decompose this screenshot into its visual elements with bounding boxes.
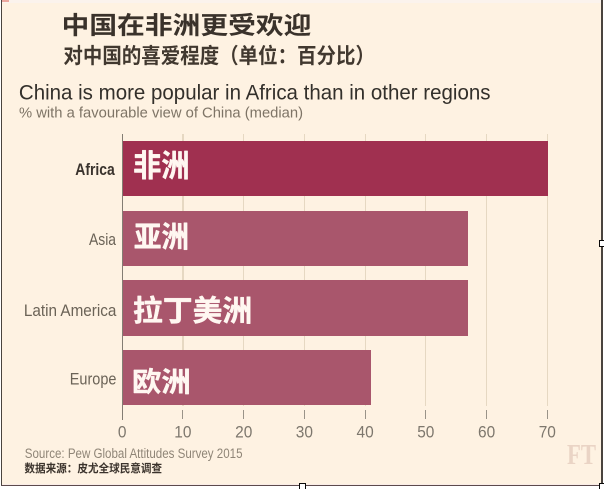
- svg-text:30: 30: [296, 422, 313, 441]
- svg-text:60: 60: [478, 422, 495, 441]
- svg-text:China is more popular in Afric: China is more popular in Africa than in …: [19, 81, 491, 104]
- svg-text:% with a favourable view of Ch: % with a favourable view of China (media…: [19, 106, 303, 122]
- svg-text:Asia: Asia: [89, 231, 117, 249]
- svg-text:Europe: Europe: [70, 371, 117, 389]
- svg-text:0: 0: [118, 422, 127, 441]
- svg-text:20: 20: [235, 422, 252, 441]
- svg-text:40: 40: [357, 422, 374, 441]
- svg-text:10: 10: [174, 422, 191, 441]
- svg-text:Source: Pew Global Attitudes S: Source: Pew Global Attitudes Survey 2015: [25, 446, 243, 461]
- svg-text:50: 50: [417, 422, 434, 441]
- svg-text:Latin America: Latin America: [24, 302, 117, 320]
- svg-text:FT: FT: [567, 439, 596, 471]
- svg-text:Africa: Africa: [75, 161, 115, 179]
- svg-text:70: 70: [539, 422, 556, 441]
